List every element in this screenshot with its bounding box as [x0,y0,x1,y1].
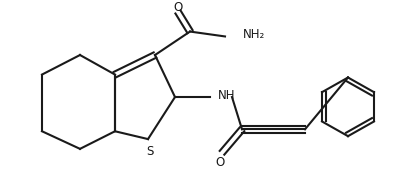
Text: O: O [174,1,183,14]
Text: S: S [146,145,154,158]
Text: NH: NH [218,89,236,102]
Text: O: O [215,156,224,169]
Text: NH₂: NH₂ [243,28,265,41]
